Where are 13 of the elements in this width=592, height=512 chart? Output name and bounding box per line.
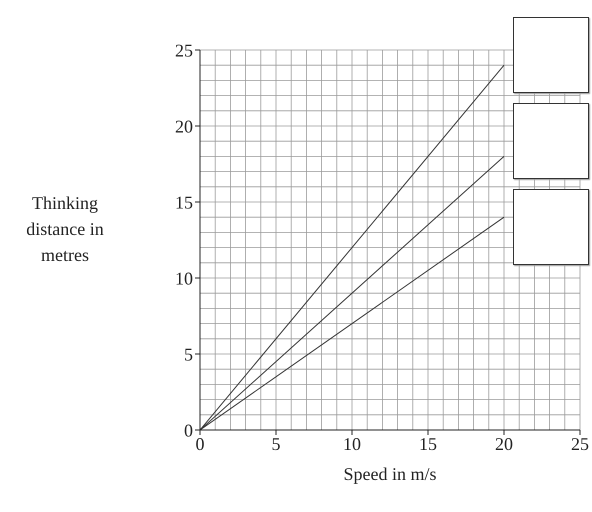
y-axis-title: Thinking distance in metres [25,192,105,267]
y-tick-label: 25 [175,40,193,60]
x-tick-label: 10 [343,434,361,454]
y-tick-label: 20 [175,116,193,136]
x-axis-title: Speed in m/s [342,464,438,485]
y-tick-label: 15 [175,192,193,212]
x-tick-label: 15 [419,434,437,454]
x-tick-label: 20 [495,434,513,454]
y-tick-label: 5 [184,344,193,364]
x-tick-label: 25 [571,434,589,454]
y-tick-label: 0 [184,420,193,440]
x-tick-label: 5 [272,434,280,454]
y-tick-label: 10 [175,268,193,288]
